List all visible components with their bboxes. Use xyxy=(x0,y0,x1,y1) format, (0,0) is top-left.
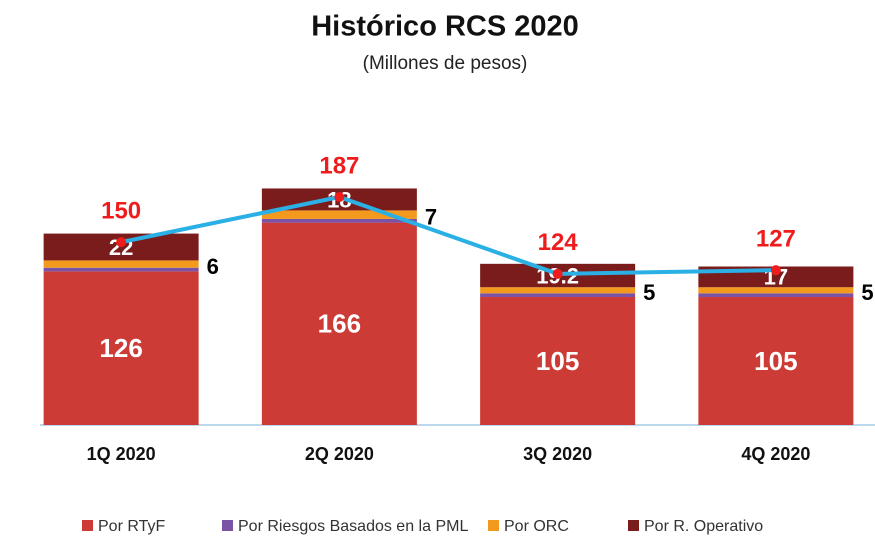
legend-swatch xyxy=(82,520,93,531)
data-label: 5 xyxy=(861,280,873,305)
chart-title: Histórico RCS 2020 xyxy=(311,11,579,43)
legend-swatch xyxy=(222,520,233,531)
legend-label: Por R. Operativo xyxy=(644,518,763,535)
x-tick-label: 4Q 2020 xyxy=(741,444,810,464)
legend-label: Por RTyF xyxy=(98,518,166,535)
data-label: 126 xyxy=(99,333,142,363)
x-tick-label: 2Q 2020 xyxy=(305,444,374,464)
data-label: 105 xyxy=(754,346,797,376)
bar-segment xyxy=(698,296,854,425)
legend-label: Por ORC xyxy=(504,518,569,535)
bar-segment xyxy=(261,222,417,425)
data-label: 5 xyxy=(643,280,655,305)
bar-segment xyxy=(480,287,636,294)
legend-swatch xyxy=(628,520,639,531)
bar-segment xyxy=(261,218,417,223)
total-point xyxy=(116,237,127,248)
data-label: 6 xyxy=(207,254,219,279)
bar-segment xyxy=(698,293,854,297)
bar-segment xyxy=(480,293,636,297)
total-point xyxy=(552,268,563,279)
data-label: 7 xyxy=(425,204,437,229)
data-label: 166 xyxy=(318,309,361,339)
total-point xyxy=(770,265,781,276)
legend-swatch xyxy=(488,520,499,531)
bar-segment xyxy=(43,271,199,425)
bar-segment xyxy=(43,267,199,272)
bar-segment xyxy=(698,287,854,294)
x-tick-label: 3Q 2020 xyxy=(523,444,592,464)
total-label: 124 xyxy=(538,229,579,256)
bar-segment xyxy=(261,210,417,219)
total-label: 150 xyxy=(101,197,141,224)
data-label: 105 xyxy=(536,346,579,376)
bar-segment xyxy=(480,296,636,425)
total-line xyxy=(120,194,776,276)
total-label: 187 xyxy=(319,152,359,179)
chart-subtitle: (Millones de pesos) xyxy=(363,53,528,74)
legend-label: Por Riesgos Basados en la PML xyxy=(238,518,468,535)
bar-segment xyxy=(43,260,199,268)
total-label: 127 xyxy=(756,226,796,253)
total-point xyxy=(334,192,345,203)
x-tick-label: 1Q 2020 xyxy=(87,444,156,464)
